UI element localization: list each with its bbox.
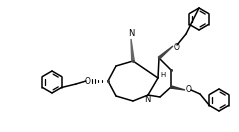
Polygon shape [158,46,173,59]
Text: N: N [144,95,150,105]
Text: N: N [128,29,134,39]
Text: H: H [160,72,166,78]
Polygon shape [131,39,134,61]
Text: O: O [85,77,91,86]
Text: O: O [186,86,192,95]
Polygon shape [171,86,185,90]
Text: O: O [174,43,180,51]
